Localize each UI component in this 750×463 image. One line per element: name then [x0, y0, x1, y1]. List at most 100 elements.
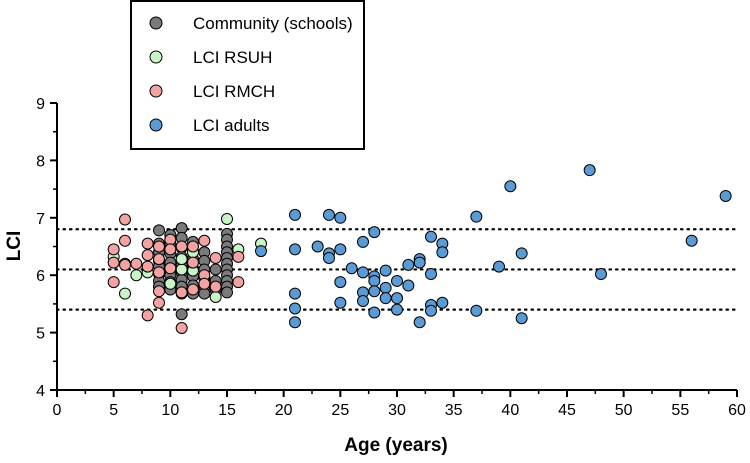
x-axis-title: Age (years) [344, 435, 448, 456]
y-tick-label: 9 [36, 96, 45, 113]
point-lci-adults [289, 208, 301, 221]
x-tick-label: 45 [558, 402, 576, 419]
point-lci-rmch [141, 249, 154, 262]
point-lci-rsuh [164, 277, 177, 290]
y-tick-label: 5 [36, 326, 45, 343]
point-lci-adults [334, 276, 347, 289]
x-tick-label: 0 [53, 402, 62, 419]
point-lci-adults [391, 292, 403, 305]
x-tick-label: 50 [615, 402, 633, 419]
point-lci-adults [323, 208, 335, 221]
x-tick-label: 20 [275, 402, 293, 419]
point-lci-rmch [153, 285, 165, 298]
point-lci-rsuh [175, 263, 188, 276]
legend-label-2: LCI RMCH [193, 82, 275, 101]
point-lci-adults [425, 304, 437, 317]
point-community-schools [175, 308, 188, 321]
point-lci-rmch [232, 250, 245, 263]
legend-marker-1 [149, 50, 163, 64]
point-lci-rmch [107, 243, 120, 256]
point-lci-adults [436, 246, 449, 259]
point-lci-adults [402, 279, 415, 292]
point-lci-rsuh [119, 287, 131, 300]
point-lci-rmch [187, 256, 199, 269]
legend: Community (schools) LCI RSUH LCI RMCH LCI a… [130, 0, 365, 150]
point-lci-adults [289, 316, 301, 329]
x-tick-label: 15 [218, 402, 236, 419]
point-lci-rmch [119, 234, 131, 247]
point-lci-adults [425, 268, 437, 281]
point-lci-adults [323, 251, 335, 264]
point-lci-rmch [164, 262, 177, 275]
point-lci-adults [334, 296, 347, 309]
y-axis-title: LCI [4, 231, 25, 262]
point-lci-adults [583, 164, 596, 177]
point-lci-adults [379, 292, 392, 305]
point-lci-adults [334, 211, 347, 224]
point-lci-adults [391, 303, 403, 316]
point-community-schools [209, 263, 222, 276]
point-lci-adults [470, 210, 483, 223]
point-lci-adults [595, 268, 607, 281]
x-tick-label: 5 [109, 402, 118, 419]
x-tick-label: 35 [445, 402, 463, 419]
legend-label-1: LCI RSUH [193, 48, 272, 67]
point-lci-rmch [209, 251, 222, 264]
legend-label-0: Community (schools) [193, 14, 353, 33]
point-lci-adults [368, 226, 381, 239]
point-lci-adults [289, 243, 301, 256]
x-tick-label: 40 [501, 402, 519, 419]
point-lci-rsuh [175, 253, 188, 266]
point-lci-adults [470, 304, 483, 317]
legend-marker-0 [149, 16, 163, 30]
legend-box [130, 0, 365, 150]
point-lci-adults [368, 306, 381, 319]
point-lci-adults [289, 287, 301, 300]
point-lci-adults [334, 243, 347, 256]
point-lci-adults [379, 264, 392, 277]
legend-marker-3 [149, 118, 163, 132]
point-lci-rsuh [221, 212, 233, 225]
y-tick-label: 4 [36, 383, 45, 400]
point-lci-rmch [198, 234, 211, 247]
point-lci-rmch [153, 266, 165, 279]
point-lci-rmch [141, 309, 154, 322]
point-lci-rmch [198, 277, 211, 290]
point-lci-rmch [130, 257, 143, 270]
point-lci-adults [311, 240, 324, 253]
point-lci-adults [357, 266, 369, 279]
point-lci-rsuh [130, 269, 143, 282]
point-lci-adults [515, 247, 528, 260]
point-lci-adults [515, 312, 528, 325]
point-lci-rmch [232, 276, 245, 289]
point-lci-rmch [153, 296, 165, 309]
point-lci-rmch [107, 256, 120, 269]
point-lci-rmch [153, 253, 165, 266]
point-lci-adults [345, 262, 358, 275]
legend-label-3: LCI adults [193, 116, 270, 135]
point-lci-rmch [119, 213, 131, 226]
point-lci-adults [402, 258, 415, 271]
point-lci-adults [413, 316, 426, 329]
point-lci-rmch [141, 260, 154, 273]
point-lci-rmch [187, 283, 199, 296]
point-lci-adults [425, 230, 437, 243]
point-lci-rmch [141, 237, 154, 250]
point-lci-adults [289, 302, 301, 315]
x-tick-label: 55 [671, 402, 689, 419]
point-lci-adults [368, 274, 381, 287]
point-lci-adults [504, 180, 517, 193]
point-lci-adults [719, 189, 732, 202]
point-lci-rmch [164, 243, 177, 256]
point-lci-adults [413, 256, 426, 269]
point-lci-adults [357, 235, 369, 248]
point-community-schools [153, 224, 165, 237]
point-lci-rsuh [209, 291, 222, 304]
y-tick-label: 6 [36, 268, 45, 285]
point-lci-rmch [175, 286, 188, 299]
point-lci-adults [436, 296, 449, 309]
point-lci-rmch [119, 258, 131, 271]
point-lci-adults [368, 285, 381, 298]
